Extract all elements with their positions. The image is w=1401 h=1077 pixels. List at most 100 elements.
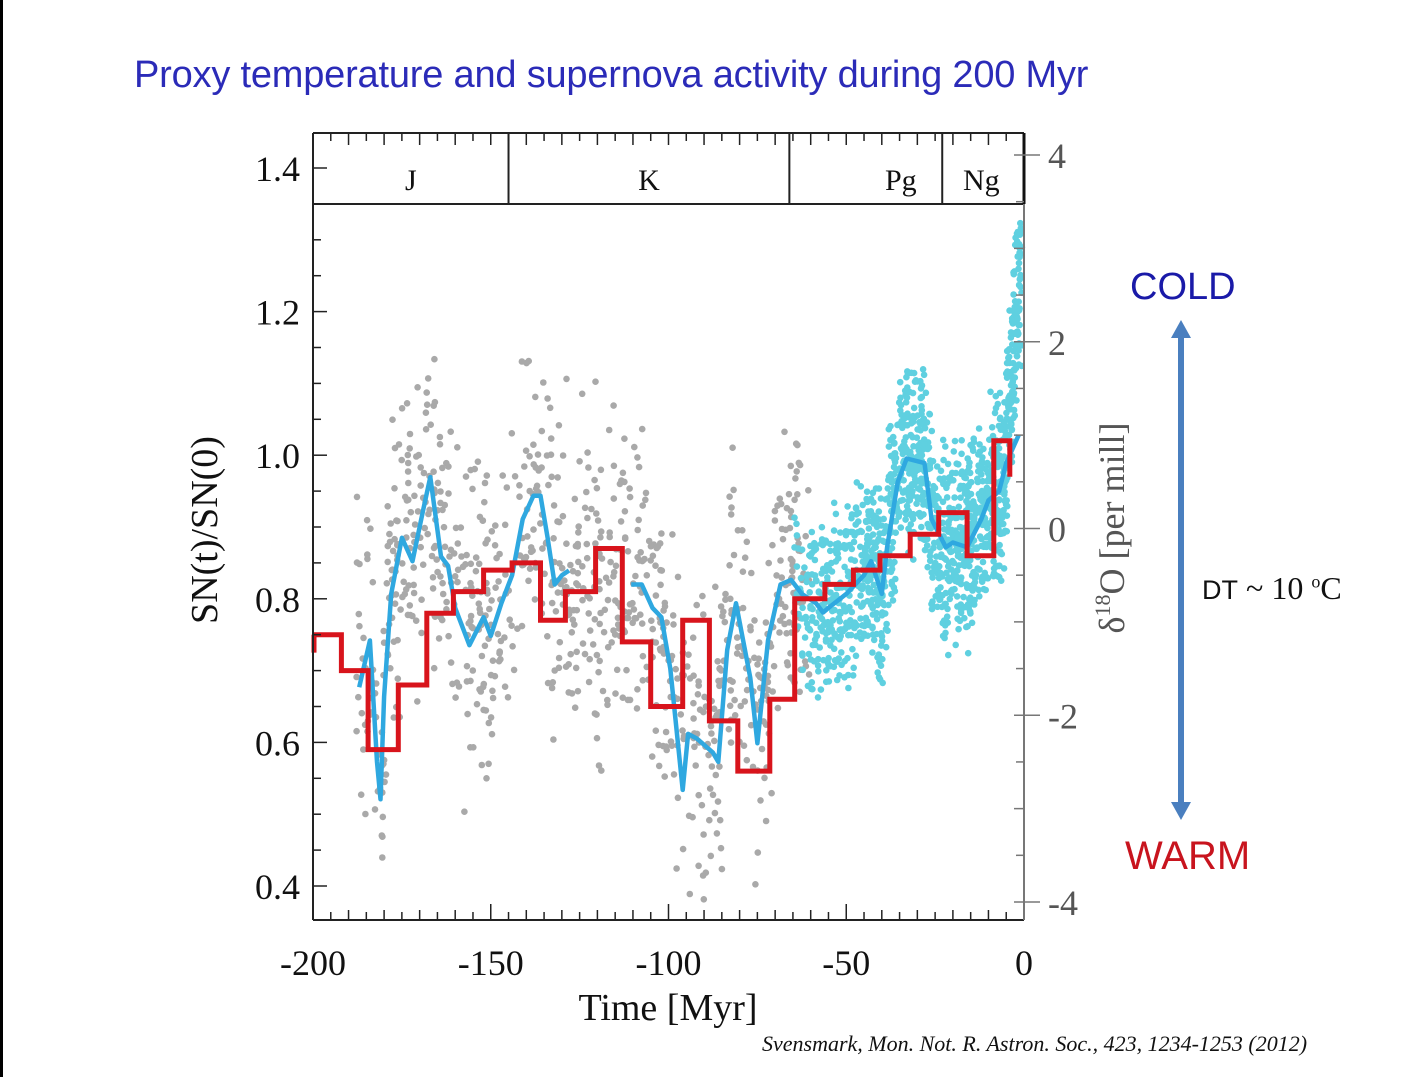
scatter-point-grey: [405, 496, 412, 504]
scatter-point-grey: [454, 444, 461, 451]
scatter-point-grey: [445, 463, 452, 470]
scatter-point-grey: [639, 502, 646, 509]
scatter-point-grey: [398, 456, 406, 464]
scatter-point-cyan: [853, 599, 860, 606]
scatter-point-grey: [575, 529, 582, 536]
scatter-point-grey: [584, 449, 591, 456]
y-right-title-delta: δ: [1092, 616, 1132, 633]
scatter-point-grey: [398, 405, 406, 412]
scatter-point-cyan: [919, 366, 927, 373]
scatter-point-cyan: [897, 524, 905, 531]
scatter-point-grey: [485, 719, 493, 727]
scatter-point-grey: [516, 482, 523, 489]
warm-label: WARM: [1125, 834, 1251, 878]
scatter-point-grey: [516, 493, 523, 501]
scatter-point-cyan: [810, 658, 818, 665]
scatter-point-grey: [360, 746, 367, 753]
scatter-point-cyan: [825, 565, 833, 573]
scatter-point-grey: [674, 573, 682, 581]
scatter-point-cyan: [940, 456, 947, 464]
scatter-point-grey: [583, 554, 591, 562]
scatter-point-cyan: [850, 664, 857, 672]
scatter-point-cyan: [910, 369, 918, 377]
scatter-point-cyan: [968, 619, 976, 627]
scatter-point-grey: [532, 485, 540, 493]
scatter-point-grey: [436, 441, 444, 448]
scatter-point-grey: [604, 643, 612, 651]
scatter-point-cyan: [842, 528, 850, 535]
scatter-point-cyan: [791, 514, 798, 521]
scatter-point-grey: [593, 484, 601, 492]
scatter-point-grey: [765, 559, 772, 567]
scatter-point-grey: [727, 687, 735, 694]
scatter-point-grey: [411, 521, 419, 528]
scatter-point-grey: [508, 430, 516, 437]
scatter-point-grey: [605, 426, 613, 434]
scatter-point-cyan: [899, 496, 907, 504]
scatter-point-cyan: [890, 440, 898, 447]
scatter-point-grey: [728, 504, 735, 511]
scatter-point-cyan: [953, 460, 960, 468]
scatter-point-cyan: [841, 674, 848, 681]
scatter-point-cyan: [870, 581, 878, 589]
scatter-point-cyan: [929, 574, 936, 581]
scatter-point-grey: [480, 706, 487, 714]
y-right-tick-label: -2: [1048, 696, 1078, 736]
scatter-point-grey: [521, 463, 528, 470]
scatter-point-cyan: [1017, 274, 1024, 281]
y-left-tick-label: 0.6: [255, 723, 300, 763]
scatter-point-cyan: [869, 604, 876, 612]
scatter-point-grey: [492, 522, 499, 529]
scatter-point-grey: [481, 479, 489, 487]
scatter-point-grey: [635, 516, 642, 524]
scatter-point-cyan: [1015, 361, 1023, 368]
line-layer: [311, 434, 1021, 802]
scatter-point-cyan: [1000, 565, 1008, 572]
scatter-point-cyan: [999, 509, 1007, 516]
scatter-point-cyan: [823, 667, 830, 674]
scatter-point-grey: [648, 753, 656, 760]
scatter-point-cyan: [979, 454, 986, 461]
scatter-point-grey: [435, 635, 443, 642]
scatter-point-grey: [624, 548, 632, 555]
scatter-point-grey: [518, 622, 526, 630]
scatter-point-cyan: [931, 561, 939, 568]
scatter-point-grey: [489, 694, 497, 702]
scatter-point-cyan: [951, 437, 959, 445]
scatter-point-cyan: [910, 481, 917, 489]
scatter-point-grey: [727, 739, 735, 746]
scatter-point-cyan: [909, 418, 917, 426]
scatter-point-grey: [525, 577, 532, 585]
scatter-point-grey: [424, 530, 432, 538]
scatter-point-grey: [708, 763, 716, 770]
scatter-point-cyan: [1005, 353, 1013, 361]
scatter-point-cyan: [1001, 399, 1008, 406]
scatter-point-cyan: [933, 463, 941, 470]
scatter-point-cyan: [830, 527, 838, 534]
scatter-point-grey: [593, 510, 600, 517]
scatter-point-grey: [612, 562, 620, 570]
y-left-tick-label: 0.4: [255, 867, 300, 907]
scatter-point-grey: [795, 459, 803, 467]
scatter-point-grey: [552, 608, 560, 615]
scatter-point-cyan: [820, 622, 827, 629]
scatter-point-grey: [695, 791, 702, 799]
scatter-point-grey: [563, 540, 570, 547]
scatter-point-grey: [726, 676, 734, 684]
scatter-point-grey: [743, 756, 751, 764]
scatter-point-grey: [730, 486, 737, 494]
scatter-point-grey: [583, 488, 590, 496]
scatter-point-grey: [805, 487, 812, 494]
scatter-point-cyan: [964, 623, 971, 630]
y-right-axis-title: δ18O [per mill]: [1090, 423, 1132, 634]
scatter-point-grey: [597, 528, 605, 535]
scatter-point-cyan: [837, 610, 844, 617]
scatter-point-cyan: [809, 685, 816, 693]
scatter-point-cyan: [957, 601, 965, 608]
scatter-point-grey: [632, 572, 639, 580]
scatter-point-grey: [391, 600, 399, 607]
scatter-point-grey: [783, 630, 790, 637]
scatter-point-grey: [749, 763, 757, 771]
scatter-point-cyan: [857, 592, 864, 599]
scatter-point-cyan: [859, 501, 866, 509]
